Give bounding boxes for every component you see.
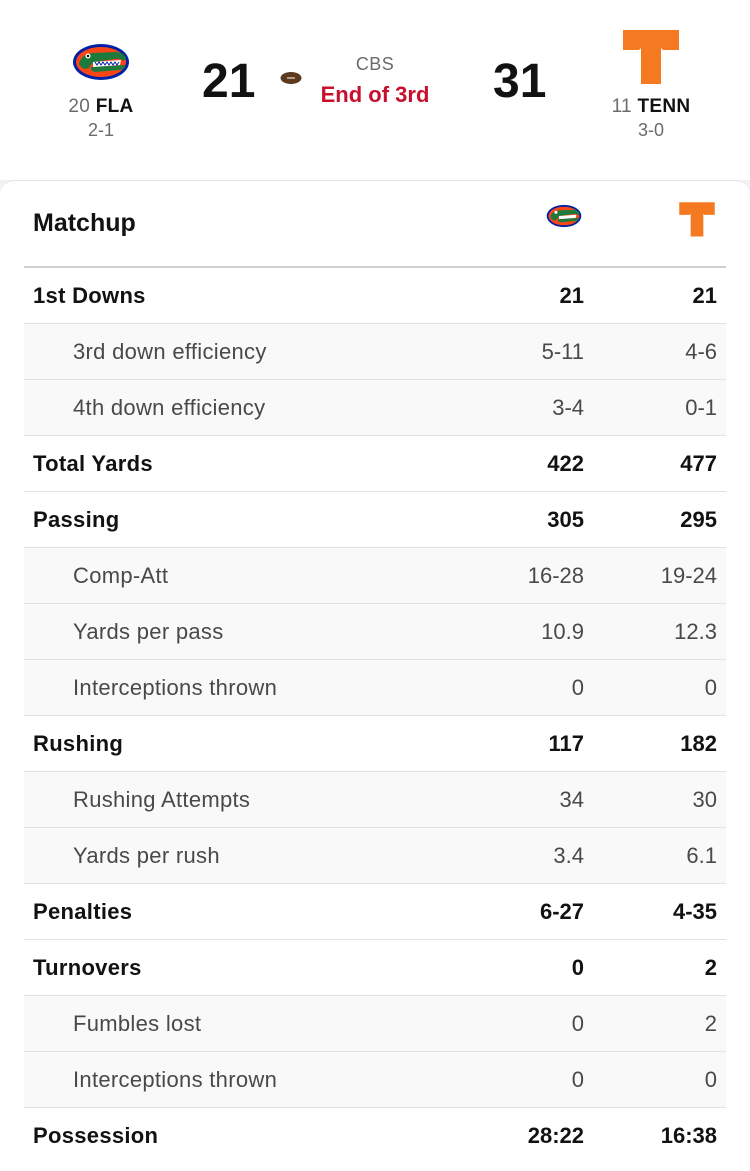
stat-label: Total Yards [33, 450, 153, 476]
florida-gator-column-icon [545, 203, 583, 234]
stat-label: Fumbles lost [73, 1010, 202, 1036]
fla-value: 305 [547, 506, 584, 532]
tenn-value: 6.1 [686, 842, 717, 868]
matchup-stats-table: 1st Downs 21 21 3rd down efficiency 5-11… [24, 266, 726, 1163]
tenn-value: 0 [704, 1066, 717, 1092]
table-row: Comp-Att 16-28 19-24 [24, 547, 726, 603]
fla-value: 422 [547, 450, 584, 476]
away-team-name: 20 FLA [68, 96, 134, 117]
away-team-record: 2-1 [87, 120, 114, 140]
fla-value: 0 [571, 954, 584, 980]
fla-value: 3.4 [553, 842, 584, 868]
tenn-value: 30 [692, 786, 717, 812]
table-row: Fumbles lost 0 2 [24, 995, 726, 1051]
fla-value: 34 [559, 786, 584, 812]
fla-value: 0 [571, 1010, 584, 1036]
stat-label: 4th down efficiency [73, 394, 266, 420]
fla-value: 5-11 [541, 338, 584, 364]
stat-label: Rushing Attempts [73, 786, 251, 812]
stat-label: 1st Downs [33, 282, 146, 308]
football-icon [280, 71, 302, 90]
home-team-name: 11 TENN [611, 96, 691, 117]
table-row: Total Yards 422 477 [24, 435, 726, 491]
fla-value: 28:22 [527, 1122, 584, 1148]
table-row: 3rd down efficiency 5-11 4-6 [24, 323, 726, 379]
stat-label: Yards per pass [73, 618, 224, 644]
tv-network: CBS [355, 54, 395, 74]
stat-label: Interceptions thrown [73, 1066, 278, 1092]
tenn-value: 182 [680, 730, 717, 756]
tennessee-power-t-logo [571, 26, 731, 90]
table-row: Rushing Attempts 34 30 [24, 771, 726, 827]
table-row: Interceptions thrown 0 0 [24, 1051, 726, 1107]
fla-value: 3-4 [552, 394, 584, 420]
florida-gator-logo [21, 34, 181, 90]
away-team[interactable]: 20 FLA 2-1 [21, 34, 181, 141]
home-score: 31 [493, 55, 547, 108]
matchup-title: Matchup [33, 209, 136, 237]
tenn-value: 4-35 [672, 898, 717, 924]
table-row: Yards per pass 10.9 12.3 [24, 603, 726, 659]
table-row: Rushing 117 182 [24, 715, 726, 771]
tenn-value: 12.3 [674, 618, 717, 644]
tenn-value: 2 [704, 1010, 717, 1036]
fla-value: 10.9 [541, 618, 584, 644]
tennessee-column-icon [678, 201, 716, 244]
game-status: End of 3rd [320, 82, 430, 107]
stat-label: Rushing [33, 730, 124, 756]
stat-label: Possession [33, 1122, 159, 1148]
fla-value: 21 [559, 282, 584, 308]
table-row: Yards per rush 3.4 6.1 [24, 827, 726, 883]
fla-value: 0 [571, 674, 584, 700]
home-team[interactable]: 11 TENN 3-0 [571, 26, 731, 141]
table-row: Penalties 6-27 4-35 [24, 883, 726, 939]
tenn-value: 16:38 [660, 1122, 717, 1148]
game-header: 20 FLA 2-1 21 CBS End of 3rd 31 11 TENN … [0, 0, 750, 180]
fla-value: 117 [548, 730, 585, 756]
tenn-value: 0-1 [685, 394, 717, 420]
stat-label: Comp-Att [73, 562, 169, 588]
stat-label: Interceptions thrown [73, 674, 278, 700]
tenn-value: 4-6 [685, 338, 717, 364]
table-row: Possession 28:22 16:38 [24, 1107, 726, 1163]
table-row: Turnovers 0 2 [24, 939, 726, 995]
table-row: Interceptions thrown 0 0 [24, 659, 726, 715]
stat-label: Yards per rush [73, 842, 220, 868]
tenn-value: 0 [704, 674, 717, 700]
table-row: Passing 305 295 [24, 491, 726, 547]
table-row: 4th down efficiency 3-4 0-1 [24, 379, 726, 435]
stat-label: 3rd down efficiency [73, 338, 267, 364]
matchup-card: Matchup 1st Downs 21 21 3rd down efficie… [0, 180, 750, 1171]
fla-value: 16-28 [527, 562, 584, 588]
home-team-record: 3-0 [637, 120, 664, 140]
table-row: 1st Downs 21 21 [24, 266, 726, 323]
tenn-value: 295 [680, 506, 717, 532]
away-score: 21 [202, 55, 256, 108]
tenn-value: 477 [680, 450, 717, 476]
tenn-value: 19-24 [660, 562, 717, 588]
fla-value: 6-27 [539, 898, 584, 924]
stat-label: Penalties [33, 898, 133, 924]
stat-label: Turnovers [33, 954, 142, 980]
tenn-value: 21 [692, 282, 717, 308]
tenn-value: 2 [704, 954, 717, 980]
stat-label: Passing [33, 506, 120, 532]
fla-value: 0 [571, 1066, 584, 1092]
